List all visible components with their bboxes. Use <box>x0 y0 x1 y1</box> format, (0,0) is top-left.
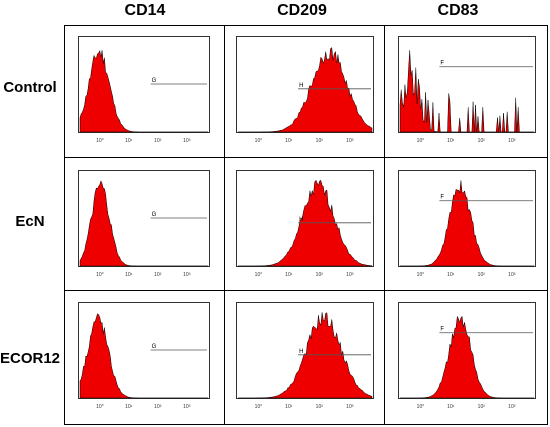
plot-frame <box>398 302 536 399</box>
histogram-control-cd83: 10° 10¹ 10² 10³ F <box>398 36 536 144</box>
tick-label: 10³ <box>183 138 191 144</box>
tick-label: 10¹ <box>447 272 455 278</box>
gate-label: F <box>440 61 444 67</box>
grid-divider-row-1 <box>64 157 548 158</box>
grid-divider-col-2 <box>384 25 385 425</box>
histogram-ecor12-cd209: 10° 10¹ 10² 10³ H <box>236 302 374 410</box>
tick-label: 10¹ <box>125 272 133 278</box>
tick-label: 10° <box>96 404 104 410</box>
tick-label: 10° <box>255 404 263 410</box>
tick-label: 10² <box>316 272 324 278</box>
tick-label: 10³ <box>346 272 354 278</box>
gate-label: H <box>299 217 303 223</box>
histogram-control-cd14: 10° 10¹ 10² 10³ G <box>78 36 210 144</box>
row-header-ecor12: ECOR12 <box>0 350 61 367</box>
histogram-area <box>79 313 208 399</box>
row-header-control: Control <box>3 79 57 96</box>
tick-label: 10² <box>478 272 486 278</box>
histogram-ecn-cd14: 10° 10¹ 10² 10³ G <box>78 170 210 278</box>
grid-divider-col-1 <box>224 25 225 425</box>
tick-label: 10° <box>255 272 263 278</box>
gate-label: F <box>440 195 444 201</box>
tick-label: 10¹ <box>125 138 133 144</box>
tick-label: 10° <box>417 272 425 278</box>
histogram-area <box>238 312 373 399</box>
tick-label: 10³ <box>346 138 354 144</box>
tick-label: 10¹ <box>447 138 455 144</box>
row-header-ecn: EcN <box>15 213 45 230</box>
tick-label: 10³ <box>508 272 516 278</box>
grid-divider-row-2 <box>64 290 548 291</box>
gate-label: H <box>299 83 303 89</box>
tick-label: 10² <box>478 138 486 144</box>
tick-label: 10° <box>417 138 425 144</box>
histogram-area <box>400 180 534 267</box>
plot-frame <box>78 170 210 267</box>
tick-label: 10¹ <box>447 404 455 410</box>
histogram-control-cd209: 10° 10¹ 10² 10³ H <box>236 36 374 144</box>
panel-grid <box>64 25 548 425</box>
gate-label: F <box>440 327 444 333</box>
tick-label: 10¹ <box>125 404 133 410</box>
gate-label: H <box>299 349 303 355</box>
column-header-cd14: CD14 <box>124 2 166 19</box>
histogram-ecor12-cd14: 10° 10¹ 10² 10³ G <box>78 302 210 410</box>
tick-label: 10² <box>154 138 162 144</box>
histogram-area <box>238 47 373 133</box>
plot-frame <box>236 170 374 267</box>
histogram-area <box>79 180 208 267</box>
gate-label: G <box>152 344 157 350</box>
tick-label: 10³ <box>508 138 516 144</box>
tick-label: 10° <box>96 138 104 144</box>
tick-label: 10° <box>96 272 104 278</box>
tick-label: 10¹ <box>285 272 293 278</box>
tick-label: 10² <box>316 404 324 410</box>
tick-label: 10¹ <box>285 404 293 410</box>
column-header-cd209: CD209 <box>277 2 327 19</box>
plot-frame <box>398 170 536 267</box>
plot-frame <box>236 36 374 133</box>
tick-label: 10³ <box>508 404 516 410</box>
tick-label: 10² <box>478 404 486 410</box>
plot-frame <box>398 36 536 133</box>
histogram-ecn-cd209: 10° 10¹ 10² 10³ H <box>236 170 374 278</box>
plot-frame <box>78 36 210 133</box>
column-header-cd83: CD83 <box>437 2 479 19</box>
gate-label: G <box>152 78 157 84</box>
tick-label: 10° <box>255 138 263 144</box>
tick-label: 10² <box>154 404 162 410</box>
histogram-area <box>399 50 534 133</box>
tick-label: 10² <box>154 272 162 278</box>
tick-label: 10² <box>316 138 324 144</box>
plot-frame <box>78 302 210 399</box>
tick-label: 10³ <box>183 272 191 278</box>
histogram-area <box>400 315 534 399</box>
tick-label: 10³ <box>183 404 191 410</box>
tick-label: 10° <box>417 404 425 410</box>
histogram-area <box>79 49 208 133</box>
plot-frame <box>236 302 374 399</box>
tick-label: 10¹ <box>285 138 293 144</box>
histogram-ecor12-cd83: 10° 10¹ 10² 10³ F <box>398 302 536 410</box>
histogram-ecn-cd83: 10° 10¹ 10² 10³ F <box>398 170 536 278</box>
gate-label: G <box>152 212 157 218</box>
tick-label: 10³ <box>346 404 354 410</box>
